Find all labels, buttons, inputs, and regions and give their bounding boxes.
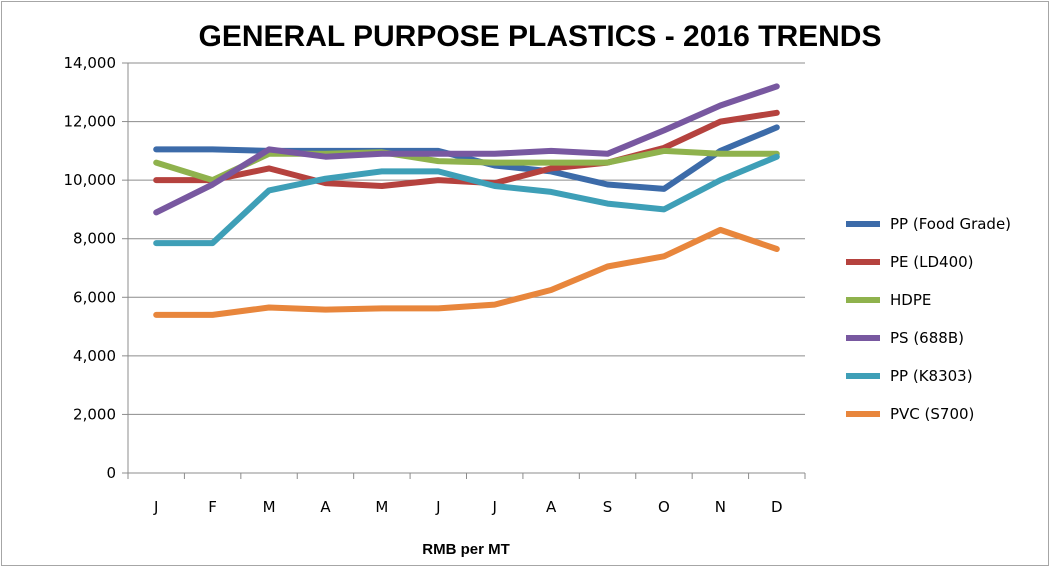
series-line (153, 83, 780, 216)
series-line (153, 124, 780, 192)
x-tick-label: N (715, 498, 726, 516)
x-tick-label: A (320, 498, 331, 516)
legend-label: PP (K8303) (890, 367, 973, 385)
legend-label: HDPE (890, 291, 931, 309)
axes (122, 62, 806, 479)
x-axis-label: RMB per MT (422, 541, 510, 558)
legend-label: PE (LD400) (890, 253, 974, 271)
y-tick-label: 14,000 (64, 54, 117, 72)
legend-label: PP (Food Grade) (890, 215, 1011, 233)
y-tick-label: 6,000 (73, 288, 116, 306)
y-axis-ticks: 0 2,000 4,000 6,000 8,000 10,000 12,000 14,000 (64, 54, 117, 482)
x-tick-label: M (375, 498, 388, 516)
x-tick-label: F (208, 498, 217, 516)
legend-label: PS (688B) (890, 329, 964, 347)
y-tick-label: 12,000 (64, 113, 117, 131)
x-tick-label: A (546, 498, 557, 516)
x-tick-label: S (603, 498, 613, 516)
x-tick-label: J (153, 498, 158, 516)
y-tick-label: 2,000 (73, 405, 116, 423)
series-line (153, 153, 780, 247)
legend-label: PVC (S700) (890, 405, 974, 423)
legend: PP (Food Grade) PE (LD400) HDPE PS (688B) PP… (846, 215, 1011, 423)
x-tick-label: J (435, 498, 440, 516)
series-line (153, 226, 780, 318)
y-tick-label: 8,000 (73, 230, 116, 248)
series-lines (153, 83, 780, 318)
x-tick-label: D (771, 498, 783, 516)
y-tick-label: 10,000 (64, 171, 117, 189)
x-tick-label: J (491, 498, 496, 516)
chart-title: GENERAL PURPOSE PLASTICS - 2016 TRENDS (199, 20, 882, 53)
x-tick-label: M (263, 498, 276, 516)
y-tick-label: 4,000 (73, 347, 116, 365)
y-tick-label: 0 (106, 464, 116, 482)
x-tick-label: O (658, 498, 670, 516)
